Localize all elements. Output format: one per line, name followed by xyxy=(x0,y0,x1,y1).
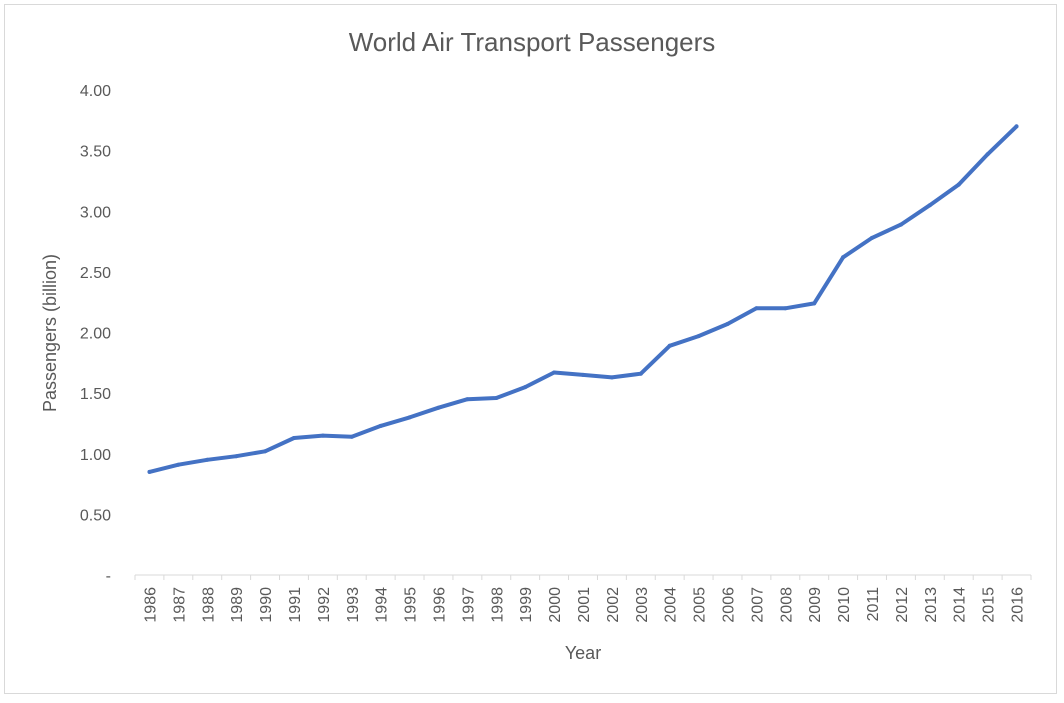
data-point xyxy=(956,182,961,187)
x-axis-ticks: 1986 1987 1988 1989 1990 1991 1992 1993 1994 1995… xyxy=(134,575,1032,623)
data-point xyxy=(841,255,846,260)
x-tick-label: 2012 xyxy=(894,587,911,623)
y-tick-label: 0.50 xyxy=(80,507,111,524)
x-tick-label: 1996 xyxy=(431,587,448,623)
y-tick-label: 4.00 xyxy=(80,83,111,100)
data-point xyxy=(378,423,383,428)
y-tick-label: - xyxy=(106,568,111,585)
data-point xyxy=(581,372,585,377)
data-point xyxy=(783,306,788,311)
data-point xyxy=(812,301,817,306)
x-tick-label: 2000 xyxy=(547,587,564,623)
data-point xyxy=(205,457,210,462)
data-point xyxy=(320,433,325,438)
y-tick-label: 2.50 xyxy=(80,265,111,282)
x-tick-label: 2009 xyxy=(807,587,824,623)
data-point xyxy=(465,397,470,402)
x-tick-label: 2001 xyxy=(576,587,593,623)
data-point xyxy=(147,469,152,474)
data-point xyxy=(754,306,759,311)
data-point xyxy=(407,415,412,420)
x-tick-label: 1999 xyxy=(518,587,535,623)
data-point xyxy=(292,436,296,440)
x-tick-label: 1992 xyxy=(316,587,333,623)
data-point xyxy=(349,434,354,439)
series-line xyxy=(147,124,1019,474)
y-tick-label: 1.00 xyxy=(80,447,111,464)
x-tick-label: 2007 xyxy=(749,587,766,623)
data-point xyxy=(263,449,268,454)
x-tick-label: 2004 xyxy=(663,587,680,623)
y-tick-label: 1.50 xyxy=(80,386,111,403)
chart-title: World Air Transport Passengers xyxy=(349,27,716,57)
x-tick-label: 1994 xyxy=(374,587,391,623)
x-tick-label: 2011 xyxy=(865,587,882,622)
data-point xyxy=(985,152,990,157)
x-tick-label: 1990 xyxy=(258,587,275,623)
data-point xyxy=(234,454,239,459)
data-point xyxy=(494,396,499,400)
data-point xyxy=(667,343,672,348)
x-tick-label: 1987 xyxy=(171,587,188,623)
x-tick-label: 2006 xyxy=(721,587,738,623)
series-group xyxy=(147,124,1019,474)
y-tick-label: 2.00 xyxy=(80,326,111,343)
x-tick-label: 2003 xyxy=(634,587,651,623)
x-tick-label: 2008 xyxy=(778,587,795,623)
x-tick-label: 1998 xyxy=(489,587,506,623)
data-point xyxy=(898,222,903,227)
data-point xyxy=(176,462,181,467)
x-tick-label: 1989 xyxy=(229,587,246,623)
x-tick-label: 2010 xyxy=(836,587,853,623)
data-point xyxy=(1014,124,1019,129)
chart-frame xyxy=(4,4,1057,694)
data-point xyxy=(870,235,874,240)
x-tick-label: 1988 xyxy=(200,587,217,623)
x-tick-label: 2013 xyxy=(923,587,940,623)
data-point xyxy=(927,203,932,208)
x-axis-label: Year xyxy=(565,643,601,663)
data-point xyxy=(436,405,441,410)
y-axis-ticks: - 0.50 1.00 1.50 2.00 2.50 3.00 3.50 4.00 xyxy=(80,83,111,585)
x-tick-label: 2015 xyxy=(981,587,998,623)
data-point xyxy=(696,334,701,339)
x-tick-label: 1993 xyxy=(345,587,362,623)
x-tick-label: 2002 xyxy=(605,587,622,623)
data-point xyxy=(638,371,643,376)
x-tick-label: 2005 xyxy=(692,587,709,623)
x-tick-label: 1986 xyxy=(142,587,159,623)
x-tick-label: 1997 xyxy=(460,587,477,623)
data-point xyxy=(523,385,528,390)
data-point xyxy=(609,375,614,380)
y-tick-label: 3.50 xyxy=(80,144,111,161)
data-point xyxy=(725,322,730,326)
y-tick-label: 3.00 xyxy=(80,204,111,221)
data-point xyxy=(552,370,557,375)
x-tick-label: 1995 xyxy=(403,587,420,623)
y-axis-label: Passengers (billion) xyxy=(40,254,60,412)
x-tick-label: 2016 xyxy=(1010,587,1027,623)
x-tick-label: 2014 xyxy=(952,587,969,623)
x-tick-label: 1991 xyxy=(287,587,304,623)
